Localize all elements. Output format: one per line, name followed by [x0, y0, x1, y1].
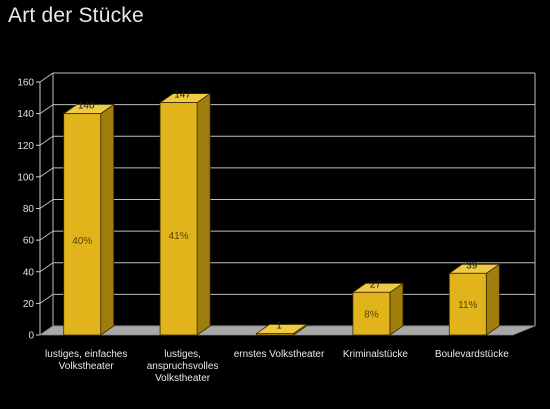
y-tick-label: 100: [17, 172, 34, 183]
bar: [352, 291, 391, 336]
y-tick-label: 140: [17, 109, 34, 120]
bar-percent-label: 41%: [169, 231, 189, 242]
x-category-label: lustiges,: [164, 349, 201, 360]
x-category-label: Volkstheater: [155, 373, 211, 384]
bar: [448, 272, 487, 336]
x-category-label: Boulevardstücke: [435, 349, 509, 360]
y-tick-label: 80: [23, 204, 35, 215]
y-tick-label: 160: [17, 78, 34, 89]
bar: [63, 113, 102, 336]
y-tick-label: 40: [23, 267, 35, 278]
bar-value-label: 39: [466, 260, 478, 271]
x-category-label: Kriminalstücke: [343, 349, 408, 360]
gridline-depth: [39, 104, 54, 115]
gridline-depth: [39, 167, 54, 178]
bar-value-label: 1: [276, 320, 282, 331]
gridline-depth: [39, 262, 54, 273]
y-tick-label: 120: [17, 141, 34, 152]
bar-percent-label: 40%: [72, 236, 92, 247]
gridline-depth: [39, 230, 54, 241]
bar-percent-label: 8%: [364, 310, 379, 321]
gridline-depth: [39, 199, 54, 209]
y-tick-label: 0: [28, 331, 34, 342]
bar-side: [100, 103, 115, 336]
y-tick-label: 60: [23, 236, 35, 247]
bar: [159, 102, 198, 336]
bar-value-label: 147: [174, 90, 191, 101]
bar-percent-label: 11%: [458, 300, 477, 311]
bar-side: [485, 263, 500, 336]
bar-side: [196, 92, 211, 336]
gridline-depth: [39, 72, 54, 83]
x-category-label: Volkstheater: [59, 361, 115, 372]
gridline-depth: [39, 135, 54, 146]
y-tick-label: 20: [23, 299, 35, 310]
bar-value-label: 140: [78, 101, 95, 112]
x-category-label: ernstes Volkstheater: [234, 349, 325, 360]
x-category-label: lustiges, einfaches: [45, 349, 127, 360]
chart-title: Art der Stücke: [8, 4, 144, 27]
bar: [256, 333, 294, 336]
x-category-label: anspruchsvolles: [147, 361, 219, 372]
bar-value-label: 27: [370, 279, 382, 290]
gridline-depth: [39, 293, 54, 304]
